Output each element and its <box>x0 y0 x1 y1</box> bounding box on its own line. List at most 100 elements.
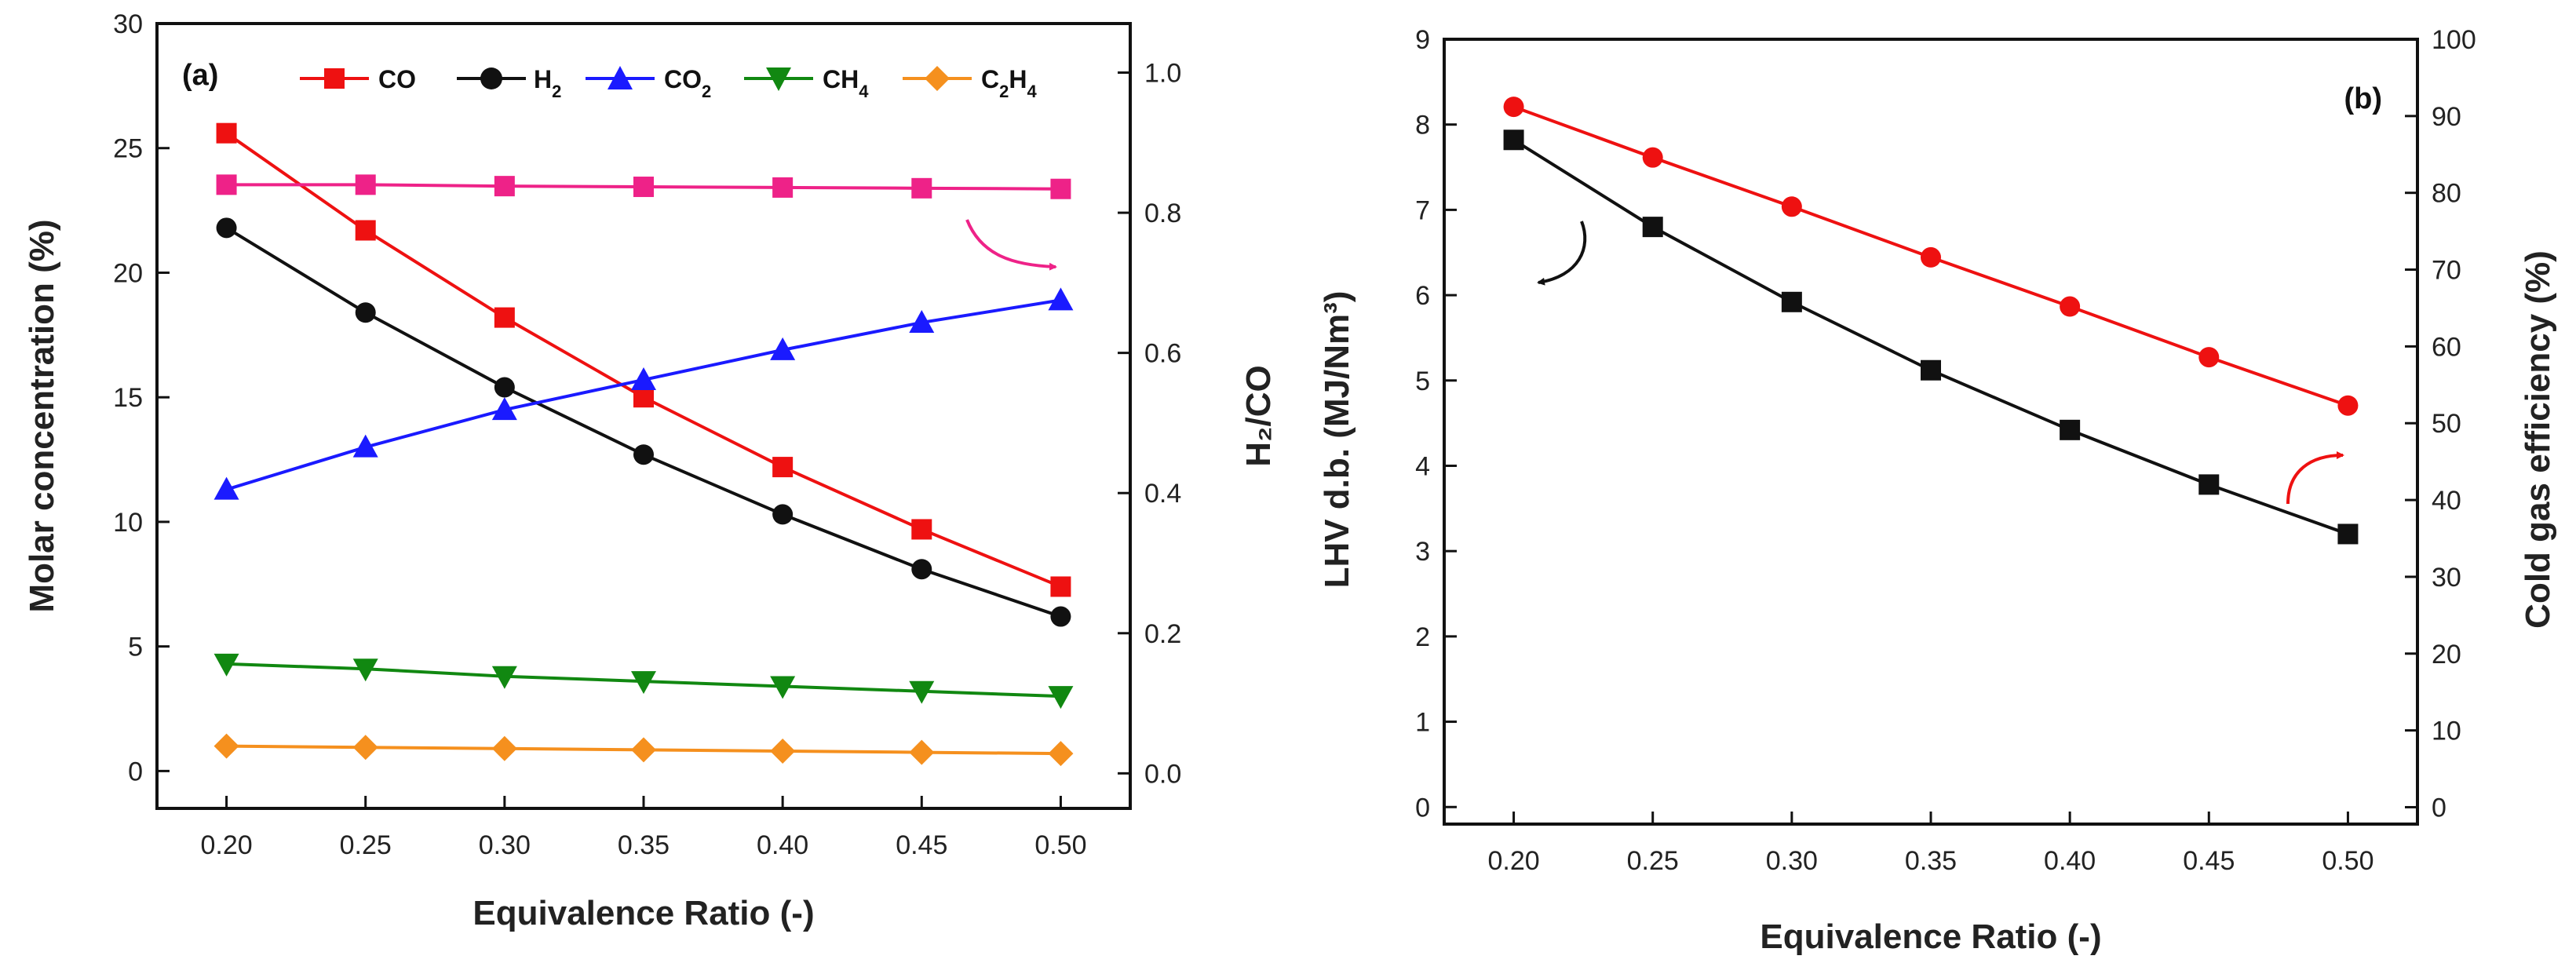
data-point-cold-gas-efficiency <box>1503 97 1524 118</box>
y-axis-label-right: H₂/CO <box>1239 365 1278 467</box>
y-tick-label-right: 0.4 <box>1144 479 1181 509</box>
svg-text:H2: H2 <box>534 65 561 101</box>
data-point-h2 <box>355 302 376 323</box>
x-tick-label: 0.35 <box>1905 846 1957 876</box>
data-point-lhv-d-b- <box>2337 523 2359 545</box>
data-point-ch4 <box>213 653 239 677</box>
svg-text:CH4: CH4 <box>823 65 869 101</box>
y-tick-label-left: 10 <box>113 508 143 538</box>
data-point-h2 <box>1050 606 1071 627</box>
data-point-co <box>911 519 932 540</box>
y-tick-label-right: 40 <box>2432 486 2461 516</box>
x-axis-label: Equivalence Ratio (-) <box>1760 917 2101 956</box>
x-tick-label: 0.35 <box>618 830 670 860</box>
data-point-co2 <box>909 309 935 333</box>
y-tick-label-left: 3 <box>1415 537 1430 567</box>
data-point-c2h4 <box>352 735 378 761</box>
x-tick-label: 0.25 <box>340 830 392 860</box>
data-point-co <box>494 307 515 328</box>
plot-area-frame <box>1443 38 2419 826</box>
y-tick-label-left: 0 <box>128 757 143 786</box>
x-tick-label: 0.40 <box>757 830 808 860</box>
data-point-h2 <box>772 504 794 525</box>
legend-item-c2h4: C2H4 <box>903 65 1037 101</box>
data-point-lhv-d-b- <box>1642 217 1663 238</box>
data-point-ch4 <box>352 658 378 682</box>
data-point-h2-co <box>772 177 794 198</box>
data-point-cold-gas-efficiency <box>2198 347 2220 368</box>
co-marker-icon <box>324 68 345 89</box>
h2co-arrow-icon <box>965 219 1057 271</box>
legend-label-co: CO <box>378 65 416 93</box>
chart-panel-b: 0.20 0.25 0.30 0.35 0.40 0.45 0.50012345678901… <box>1318 25 2557 956</box>
y-tick-label-left: 15 <box>113 383 143 413</box>
y-axis-label-left: Molar concentration (%) <box>23 219 61 612</box>
y-tick-label-left: 25 <box>113 134 143 164</box>
data-point-co <box>772 457 794 478</box>
x-axis-label: Equivalence Ratio (-) <box>473 894 814 932</box>
x-tick-label: 0.20 <box>200 830 252 860</box>
data-point-lhv-d-b- <box>1781 291 1802 312</box>
y-tick-label-right: 0 <box>2432 793 2446 823</box>
legend-item-h2: H2 <box>457 65 561 101</box>
svg-text:C2H4: C2H4 <box>981 65 1037 101</box>
panel-label: (a) <box>182 59 218 92</box>
data-point-c2h4 <box>213 733 239 759</box>
x-tick-label: 0.20 <box>1487 846 1539 876</box>
y-tick-label-right: 0.8 <box>1144 199 1181 228</box>
data-point-h2 <box>911 559 932 580</box>
series-line-h2 <box>225 226 1062 618</box>
y-tick-label-right: 20 <box>2432 640 2461 669</box>
y-tick-label-left: 0 <box>1415 793 1430 823</box>
data-point-co2 <box>770 337 796 360</box>
data-point-c2h4 <box>909 739 935 765</box>
axis-ticks: 0.20 0.25 0.30 0.35 0.40 0.45 0.50012345678901… <box>1415 25 2476 876</box>
data-point-h2-co <box>911 177 932 199</box>
data-point-lhv-d-b- <box>1921 359 1941 381</box>
series-line-co <box>225 132 1062 589</box>
x-tick-label: 0.45 <box>896 830 947 860</box>
svg-text:CO: CO <box>378 65 416 93</box>
legend-item-ch4: CH4 <box>744 65 869 101</box>
legend-item-co: CO <box>300 65 416 93</box>
data-point-c2h4 <box>631 737 656 763</box>
legend-label-co2: CO <box>664 65 702 93</box>
data-point-co <box>355 220 376 241</box>
axis-ticks: 0.20 0.25 0.30 0.35 0.40 0.45 0.50 0 5 10 15 20 25 30… <box>113 9 1181 860</box>
series-layer <box>1503 97 2359 545</box>
data-point-co2 <box>1048 287 1074 311</box>
h2-marker-icon <box>480 67 502 89</box>
y-tick-label-right: 50 <box>2432 409 2461 439</box>
y-tick-label-left: 6 <box>1415 281 1430 311</box>
x-tick-label: 0.50 <box>2322 846 2373 876</box>
legend-label-c2h4: C <box>981 65 999 93</box>
data-point-co <box>1050 576 1071 597</box>
y-tick-label-left: 7 <box>1415 195 1430 225</box>
x-tick-label: 0.30 <box>1766 846 1818 876</box>
data-point-h2-co <box>633 177 654 198</box>
data-point-co2 <box>213 476 239 500</box>
data-point-cold-gas-efficiency <box>2337 395 2359 416</box>
data-point-co2 <box>491 397 517 421</box>
data-point-ch4 <box>770 676 796 699</box>
y-tick-label-left: 2 <box>1415 622 1430 652</box>
data-point-c2h4 <box>1048 741 1074 767</box>
data-point-lhv-d-b- <box>1503 130 1524 151</box>
data-point-ch4 <box>491 666 517 689</box>
data-point-h2 <box>494 377 515 398</box>
y-axis-label-left: LHV d.b. (MJ/Nm³) <box>1318 291 1356 589</box>
lhv-arrow-icon <box>1537 221 1587 286</box>
legend-label-ch4: CH <box>823 65 859 93</box>
y-tick-label-left: 30 <box>113 9 143 39</box>
y-tick-label-right: 60 <box>2432 332 2461 362</box>
data-point-cold-gas-efficiency <box>1781 196 1802 217</box>
data-point-co2 <box>352 434 378 458</box>
y-tick-label-right: 100 <box>2432 25 2476 55</box>
y-tick-label-right: 80 <box>2432 179 2461 209</box>
data-point-lhv-d-b- <box>2198 474 2220 495</box>
x-tick-label: 0.45 <box>2183 846 2235 876</box>
data-point-ch4 <box>631 671 656 695</box>
y-tick-label-left: 1 <box>1415 708 1430 738</box>
data-point-cold-gas-efficiency <box>1921 246 1941 268</box>
